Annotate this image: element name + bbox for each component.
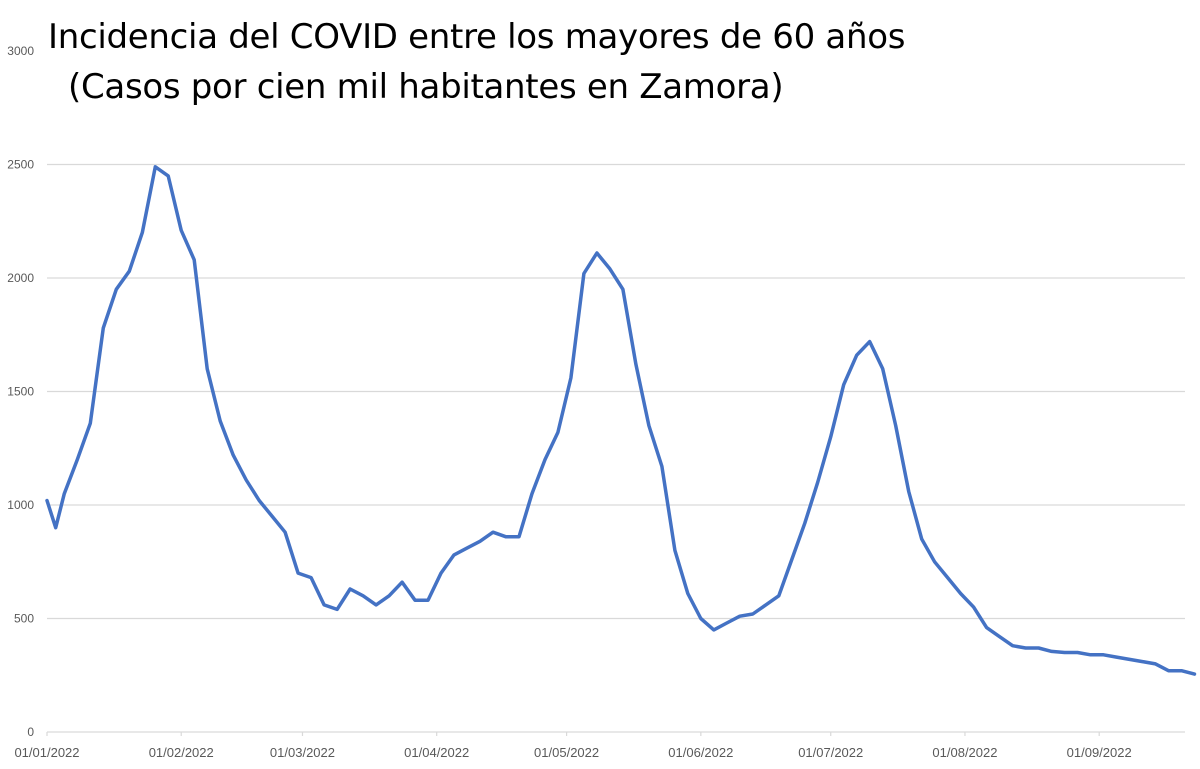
y-tick-label: 0	[27, 725, 34, 739]
x-tick-label: 01/08/2022	[932, 745, 997, 760]
y-tick-label: 2000	[7, 271, 34, 285]
y-tick-label: 1000	[7, 498, 34, 512]
x-tick-label: 01/07/2022	[798, 745, 863, 760]
x-tick-label: 01/05/2022	[534, 745, 599, 760]
x-tick-label: 01/03/2022	[270, 745, 335, 760]
y-axis: 0 500 1000 1500 2000 2500 3000	[7, 44, 34, 739]
chart-title-line2: (Casos por cien mil habitantes en Zamora…	[68, 67, 784, 107]
x-tick-label: 01/09/2022	[1067, 745, 1132, 760]
incidence-line	[45, 165, 1197, 676]
x-tick-label: 01/06/2022	[668, 745, 733, 760]
y-tick-label: 2500	[7, 158, 34, 172]
y-tick-label: 3000	[7, 44, 34, 58]
x-tick-label: 01/02/2022	[149, 745, 214, 760]
x-axis: 01/01/2022 01/02/2022 01/03/2022 01/04/2022…	[14, 732, 1132, 760]
y-tick-label: 1500	[7, 385, 34, 399]
x-tick-label: 01/04/2022	[404, 745, 469, 760]
x-tick-label: 01/01/2022	[14, 745, 79, 760]
chart-title: Incidencia del COVID entre los mayores d…	[48, 12, 905, 112]
y-tick-label: 500	[14, 612, 34, 626]
gridlines	[47, 163, 1185, 733]
chart-title-line1: Incidencia del COVID entre los mayores d…	[48, 17, 906, 57]
